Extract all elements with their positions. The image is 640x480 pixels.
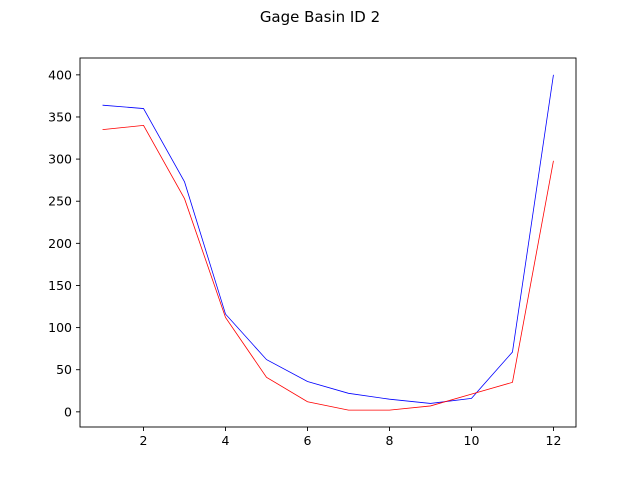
x-tick-label: 8 xyxy=(386,433,394,448)
y-tick-label: 250 xyxy=(48,194,72,209)
y-tick-label: 400 xyxy=(48,67,72,82)
plot-area xyxy=(102,74,554,411)
chart-title: Gage Basin ID 2 xyxy=(260,8,380,26)
axes: 2 4 6 8 10 12 0 50 100 150 200 250 300 350 400 xyxy=(48,57,577,448)
x-tick-label: 10 xyxy=(464,433,480,448)
y-tick-label: 0 xyxy=(64,404,72,419)
plot-frame xyxy=(79,57,577,428)
y-tick-label: 50 xyxy=(56,362,72,377)
series-line-1 xyxy=(102,74,554,404)
y-tick-label: 150 xyxy=(48,278,72,293)
x-tick-label: 2 xyxy=(140,433,148,448)
x-tick-label: 4 xyxy=(222,433,230,448)
x-tick-label: 12 xyxy=(546,433,562,448)
y-tick-label: 350 xyxy=(48,109,72,124)
y-tick-label: 200 xyxy=(48,236,72,251)
series-line-2 xyxy=(102,124,554,411)
y-tick-label: 100 xyxy=(48,320,72,335)
x-tick-label: 6 xyxy=(304,433,312,448)
y-tick-label: 300 xyxy=(48,152,72,167)
